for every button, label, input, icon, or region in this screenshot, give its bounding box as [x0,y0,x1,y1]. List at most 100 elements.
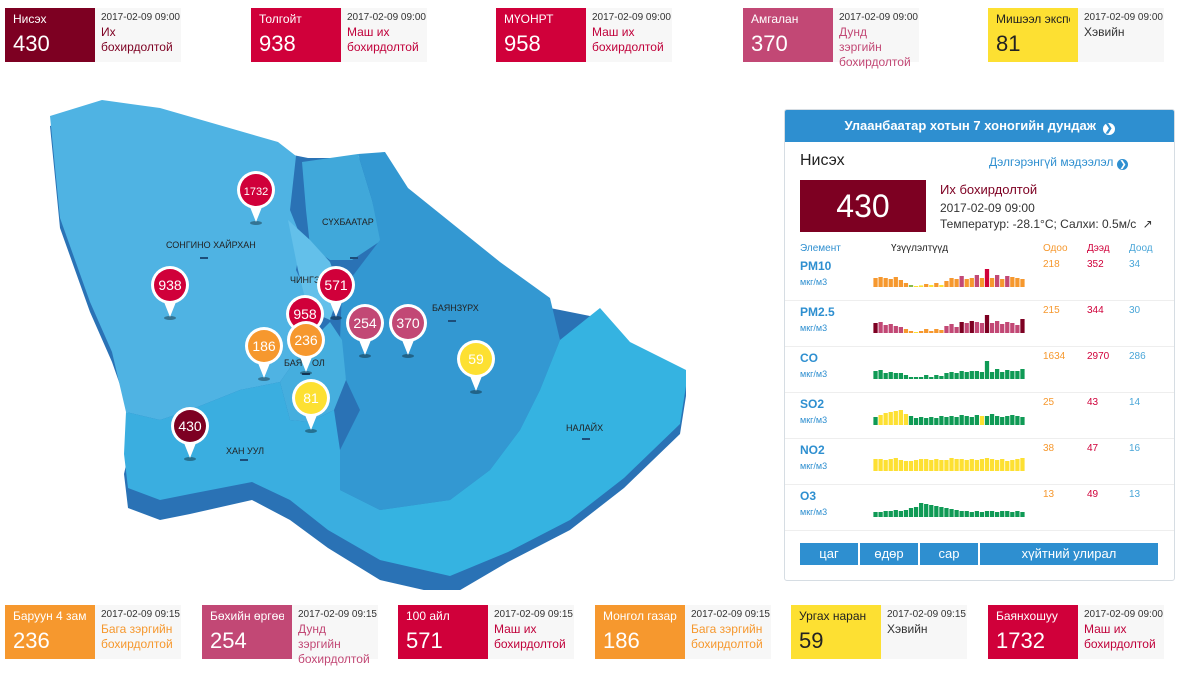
station-card-name: Мишээл экспо [996,12,1070,26]
pollutant-row[interactable]: PM10 мкг/м3 218 352 34 [785,255,1174,301]
sparkline-bar [989,278,995,287]
label-chingeltei: ЧИНГЭ [290,275,321,285]
sparkline-bar [1015,416,1020,425]
pin-shadow [330,316,342,320]
station-card[interactable]: МҮОНРТ 958 2017-02-09 09:00 Маш их бохирдол… [496,8,672,62]
label-khan-uul: ХАН УУЛ [226,446,264,456]
sparkline-bar [934,283,939,287]
pollutant-row[interactable]: NO2 мкг/м3 38 47 16 [785,439,1174,485]
label-sukhbaatar: СҮХБААТАР [322,217,374,227]
chevron-right-icon: ❯ [1117,159,1129,170]
sparkline-bar [989,511,995,517]
sparkline-bar [888,459,893,471]
station-card[interactable]: 100 айл 571 2017-02-09 09:15 Маш их бохирдо… [398,605,574,659]
station-card[interactable]: Мишээл экспо 81 2017-02-09 09:00 Хэвийн [988,8,1164,62]
pollutant-min: 14 [1129,397,1141,408]
tab-month[interactable]: сар [920,543,978,565]
pin-shadow [300,371,312,375]
sparkline-bar [878,277,883,287]
sparkline-bar [913,460,919,471]
station-meta: 2017-02-09 09:00 Хэвийн [1078,8,1164,62]
pollutant-row[interactable]: SO2 мкг/м3 25 43 14 [785,393,1174,439]
district-nalaikh[interactable] [380,308,686,576]
station-meta: 2017-02-09 09:00 Маш их бохирдолтой [586,8,672,62]
station-card[interactable]: Толгойт 938 2017-02-09 09:00 Маш их бохирдо… [251,8,427,62]
station-pin[interactable]: 81 [292,379,330,433]
sparkline-bar [954,459,959,471]
more-info-label: Дэлгэрэнгүй мэдээлэл [989,155,1114,169]
station-card[interactable]: Ургах наран 59 2017-02-09 09:15 Хэвийн [791,605,967,659]
sparkline-bar [924,418,929,425]
station-pin[interactable]: 254 [346,304,384,358]
sparkline-bar [893,458,898,471]
station-pin[interactable]: 186 [245,327,283,381]
sparkline-bar [1000,417,1005,425]
station-pin[interactable]: 236 [287,321,325,375]
sparkline-bar [913,332,919,333]
station-pin[interactable]: 370 [389,304,427,358]
sparkline-bar [995,512,1000,517]
sparkline-bar [939,376,944,379]
station-card[interactable]: Бөхийн өргөө 254 2017-02-09 09:15 Дунд зэрг… [202,605,378,666]
station-card-name: Баянхошуу [996,609,1058,623]
district-bayanzurkh[interactable] [340,152,560,510]
sparkline-bar [913,377,919,379]
aqi-value: 430 [800,180,926,232]
more-info-link[interactable]: Дэлгэрэнгүй мэдээлэл ❯ [989,155,1129,170]
sparkline-bar [1005,322,1010,333]
sparkline-bar [944,508,949,517]
sparkline-bar [964,416,969,425]
sparkline-bar [883,413,888,425]
station-pin[interactable]: 59 [457,340,495,394]
sparkline-bar [898,280,903,287]
station-card-value: 59 [799,628,824,653]
sparkline-bar [898,410,903,425]
tab-hour[interactable]: цаг [800,543,858,565]
pollutant-min: 16 [1129,443,1141,454]
sparkline-bar [1015,511,1020,517]
station-pin[interactable]: 571 [317,266,355,320]
station-card[interactable]: Амгалан 370 2017-02-09 09:00 Дунд зэргийн б… [743,8,919,69]
sparkline-bar [919,503,924,517]
pollutant-unit: мкг/м3 [800,507,828,517]
station-card[interactable]: Монгол газар 186 2017-02-09 09:15 Бага зэрг… [595,605,771,659]
sparkline-bar [888,511,893,517]
station-pin[interactable]: 938 [151,266,189,320]
sparkline-bar [954,510,959,517]
station-badge: Мишээл экспо 81 [988,8,1078,62]
station-card-time: 2017-02-09 09:00 [101,12,180,23]
district-sukhbaatar[interactable] [302,154,382,260]
district-marker [350,257,358,259]
pollutant-max: 47 [1087,443,1099,454]
panel-header[interactable]: Улаанбаатар хотын 7 хоногийн дундаж ❯ [785,110,1174,142]
sparkline-bar [1020,458,1025,471]
station-pin[interactable]: 1732 [237,171,275,225]
weekly-average-panel: Улаанбаатар хотын 7 хоногийн дундаж ❯ Ни… [784,109,1175,581]
pollutant-row[interactable]: PM2.5 мкг/м3 215 344 30 [785,301,1174,347]
district-songino-khairkhan[interactable] [50,100,310,420]
sparkline-bar [913,286,919,287]
pollutant-row[interactable]: CO мкг/м3 1634 2970 286 [785,347,1174,393]
pollutant-row[interactable]: O3 мкг/м3 13 49 13 [785,485,1174,531]
station-card[interactable]: Баруун 4 зам 236 2017-02-09 09:15 Бага зэрг… [5,605,181,659]
sparkline-bar [959,459,964,471]
station-card[interactable]: Нисэх 430 2017-02-09 09:00 Их бохирдолтой [5,8,181,62]
pollutant-min: 30 [1129,305,1141,316]
sparkline-bar [903,414,909,425]
sparkline-bar [919,377,924,379]
pollutant-unit: мкг/м3 [800,277,828,287]
station-badge: Нисэх 430 [5,8,95,62]
station-pin[interactable]: 430 [171,407,209,461]
sparkline-bar [893,411,898,425]
sparkline-bar [919,417,924,425]
tab-cold-season[interactable]: хүйтний улирал [980,543,1158,565]
sparkline-bar [964,279,969,287]
station-meta: 2017-02-09 09:15 Дунд зэргийн бохирдолтой [292,605,378,666]
pollutant-now: 215 [1043,305,1060,316]
period-tabs: цаг өдөр сар хүйтний улирал [800,543,1158,565]
tab-day[interactable]: өдөр [860,543,918,565]
station-card[interactable]: Баянхошуу 1732 2017-02-09 09:00 Маш их бохи… [988,605,1164,659]
sparkline-bar [984,361,990,379]
sparkline-bar [979,459,985,471]
sparkline-bar [944,281,949,287]
